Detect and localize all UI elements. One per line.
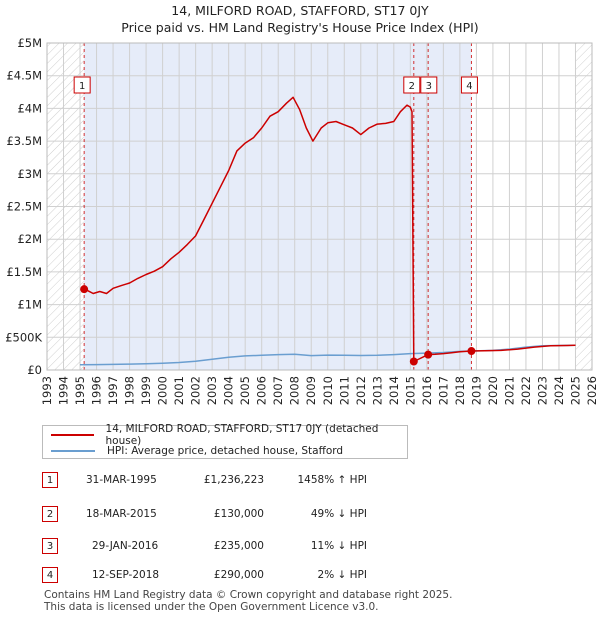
sale-point — [467, 347, 476, 356]
sale-marker-label: 2 — [409, 81, 415, 92]
sale-number-badge: 3 — [42, 538, 58, 554]
x-tick-label: 2005 — [238, 376, 252, 405]
sale-marker-box — [403, 76, 421, 94]
sale-marker-box — [460, 76, 478, 94]
x-tick-label: 2009 — [304, 376, 318, 405]
x-tick-label: 1997 — [106, 376, 120, 405]
x-tick-label: 2017 — [436, 376, 450, 405]
sale-date: 29-JAN-2016 — [92, 540, 159, 552]
x-tick-label: 2003 — [205, 376, 219, 405]
x-tick-label: 2006 — [255, 376, 269, 405]
footer: Contains HM Land Registry data © Crown c… — [44, 589, 452, 613]
x-tick-label: 2004 — [222, 376, 236, 405]
x-tick-label: 1995 — [73, 376, 87, 405]
x-tick-label: 1998 — [123, 376, 137, 405]
x-tick-label: 1994 — [57, 376, 71, 405]
sale-point — [424, 350, 433, 359]
x-tick-label: 2010 — [321, 376, 335, 405]
sale-marker-label: 3 — [426, 81, 432, 92]
x-tick-label: 2019 — [469, 376, 483, 405]
y-tick-label: £5M — [17, 36, 42, 50]
sale-number-badge: 1 — [42, 472, 58, 488]
x-tick-label: 2007 — [271, 376, 285, 405]
footer-licence: This data is licensed under the Open Gov… — [44, 601, 379, 613]
x-tick-label: 2002 — [189, 376, 203, 405]
sale-date: 12-SEP-2018 — [92, 569, 160, 581]
legend-item-hpi: HPI: Average price, detached house, Staf… — [51, 443, 343, 459]
chart-title: 14, MILFORD ROAD, STAFFORD, ST17 0JY Pri… — [0, 2, 600, 36]
price-chart: £0 £500K £1M £1.5M £2M £2.5M £3M £3.5M £4M £4.5M £… — [5, 36, 599, 405]
sale-hpi-change: 1458% ↑ HPI — [297, 474, 368, 486]
x-tick-label: 1996 — [90, 376, 104, 405]
legend-label-hpi: HPI: Average price, detached house, Staf… — [107, 445, 344, 457]
x-tick-label: 2022 — [519, 376, 533, 405]
x-tick-label: 2012 — [354, 376, 368, 405]
y-tick-label: £0 — [27, 363, 42, 377]
title-line-2: Price paid vs. HM Land Registry's House … — [121, 20, 479, 35]
sale-number-badge: 4 — [42, 567, 58, 583]
x-tick-label: 2008 — [288, 376, 302, 405]
sale-row: 4 12-SEP-2018 £290,000 2% ↓ HPI — [42, 567, 442, 585]
sale-price: £290,000 — [213, 569, 264, 581]
x-tick-label: 2023 — [535, 376, 549, 405]
x-tick-label: 1999 — [139, 376, 153, 405]
sale-hpi-change: 49% ↓ HPI — [310, 508, 367, 520]
y-tick-label: £1.5M — [6, 265, 42, 279]
sale-marker-label: 4 — [466, 81, 472, 92]
x-tick-label: 2025 — [568, 376, 582, 405]
legend-swatch-property — [51, 434, 94, 436]
x-tick-label: 2024 — [552, 376, 566, 405]
x-tick-label: 2014 — [387, 376, 401, 405]
x-tick-label: 2000 — [156, 376, 170, 405]
x-tick-label: 2011 — [337, 376, 351, 405]
sale-price: £1,236,223 — [203, 474, 264, 486]
y-tick-label: £4M — [17, 101, 42, 115]
x-tick-label: 2021 — [502, 376, 516, 405]
x-tick-label: 2026 — [585, 376, 599, 405]
y-tick-label: £4.5M — [6, 69, 42, 83]
sale-date: 31-MAR-1995 — [86, 474, 157, 486]
x-tick-label: 2013 — [370, 376, 384, 405]
sale-hpi-change: 11% ↓ HPI — [310, 540, 367, 552]
sale-marker-box — [73, 76, 91, 94]
sale-row: 2 18-MAR-2015 £130,000 49% ↓ HPI — [42, 506, 442, 524]
sale-marker-box — [420, 76, 438, 94]
sale-date: 18-MAR-2015 — [86, 508, 157, 520]
y-tick-label: £3.5M — [6, 134, 42, 148]
sale-price: £130,000 — [213, 508, 264, 520]
x-tick-label: 2018 — [453, 376, 467, 405]
x-tick-label: 2001 — [172, 376, 186, 405]
footer-copyright: Contains HM Land Registry data © Crown c… — [44, 589, 453, 601]
title-line-1: 14, MILFORD ROAD, STAFFORD, ST17 0JY — [171, 3, 429, 18]
property-price-line — [83, 96, 576, 363]
x-tick-label: 2020 — [486, 376, 500, 405]
sale-hpi-change: 2% ↓ HPI — [317, 569, 367, 581]
x-tick-label: 2015 — [403, 376, 417, 405]
y-tick-label: £2M — [17, 232, 42, 246]
y-tick-label: £500K — [5, 330, 42, 344]
sale-point — [80, 285, 89, 294]
sale-point — [409, 357, 418, 366]
sale-row: 3 29-JAN-2016 £235,000 11% ↓ HPI — [42, 538, 442, 556]
x-tick-label: 2016 — [420, 376, 434, 405]
sale-number-badge: 2 — [42, 506, 58, 522]
sale-price: £235,000 — [213, 540, 264, 552]
x-tick-label: 1993 — [40, 376, 54, 405]
y-tick-label: £2.5M — [6, 200, 42, 214]
legend-label-property: 14, MILFORD ROAD, STAFFORD, ST17 0JY (de… — [105, 423, 379, 447]
sale-row: 1 31-MAR-1995 £1,236,223 1458% ↑ HPI — [42, 472, 442, 490]
y-tick-label: £3M — [17, 167, 42, 181]
sale-marker-label: 1 — [79, 81, 85, 92]
legend-swatch-hpi — [51, 450, 95, 452]
y-tick-label: £1M — [17, 298, 42, 312]
legend: 14, MILFORD ROAD, STAFFORD, ST17 0JY (de… — [42, 423, 408, 459]
plot-border — [46, 42, 593, 371]
legend-item-property: 14, MILFORD ROAD, STAFFORD, ST17 0JY (de… — [51, 423, 407, 447]
